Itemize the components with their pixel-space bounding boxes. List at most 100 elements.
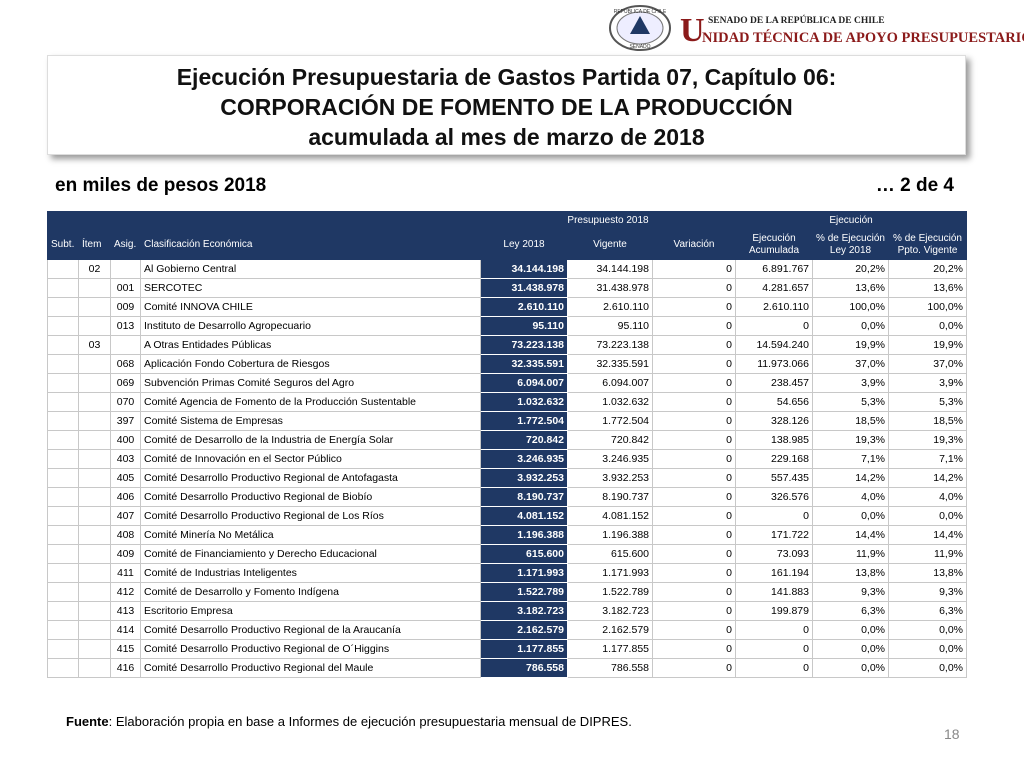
cell: 95.110 <box>567 316 653 336</box>
cell: 73.223.138 <box>567 335 653 355</box>
table-row: 407 Comité Desarrollo Productivo Regional… <box>47 506 968 526</box>
cell: Aplicación Fondo Cobertura de Riesgos <box>140 354 481 374</box>
cell: 1.032.632 <box>567 392 653 412</box>
header-cell <box>47 211 481 231</box>
cell <box>47 468 79 488</box>
cell: 412 <box>110 582 141 602</box>
cell: 0 <box>652 563 736 583</box>
cell: 411 <box>110 563 141 583</box>
source-text: : Elaboración propia en base a Informes … <box>108 714 632 729</box>
cell: 0,0% <box>812 658 889 678</box>
cell <box>47 525 79 545</box>
cell: 2.610.110 <box>480 297 568 317</box>
cell: 2.610.110 <box>735 297 813 317</box>
cell <box>47 620 79 640</box>
cell: 100,0% <box>887 297 968 317</box>
table-row: 414 Comité Desarrollo Productivo Regional… <box>47 620 968 640</box>
cell: 13,6% <box>812 278 889 298</box>
cell <box>78 506 111 526</box>
cell: 199.879 <box>735 601 813 621</box>
cell: Comité Minería No Metálica <box>140 525 481 545</box>
cell: 0 <box>652 259 736 279</box>
cell <box>78 468 111 488</box>
cell <box>78 316 111 336</box>
column-header: Vigente <box>567 230 653 260</box>
cell: 3,9% <box>812 373 889 393</box>
cell: 6,3% <box>812 601 889 621</box>
table-row: 397 Comité Sistema de Empresas 1.772.504 1.… <box>47 411 968 431</box>
cell: 0 <box>652 297 736 317</box>
header-row: Presupuesto 2018 Ejecución <box>47 211 968 231</box>
table-row: 403 Comité de Innovación en el Sector Púb… <box>47 449 968 469</box>
cell: 0 <box>652 620 736 640</box>
cell: 3.246.935 <box>567 449 653 469</box>
cell: 31.438.978 <box>480 278 568 298</box>
cell: Comité de Industrias Inteligentes <box>140 563 481 583</box>
cell: Comité Agencia de Fomento de la Producci… <box>140 392 481 412</box>
cell: 6.094.007 <box>567 373 653 393</box>
cell: 405 <box>110 468 141 488</box>
table-row: 02 Al Gobierno Central 34.144.198 34.144.19… <box>47 259 968 279</box>
cell <box>47 392 79 412</box>
cell: 171.722 <box>735 525 813 545</box>
cell: 19,3% <box>887 430 968 450</box>
cell: 19,9% <box>812 335 889 355</box>
cell: 32.335.591 <box>480 354 568 374</box>
cell: Comité Desarrollo Productivo Regional de… <box>140 639 481 659</box>
column-header: Asig. <box>110 230 141 260</box>
cell: 161.194 <box>735 563 813 583</box>
cell: 14.594.240 <box>735 335 813 355</box>
cell <box>78 373 111 393</box>
cell: 415 <box>110 639 141 659</box>
cell: 1.032.632 <box>480 392 568 412</box>
cell: 238.457 <box>735 373 813 393</box>
cell: 14,2% <box>887 468 968 488</box>
cell <box>78 354 111 374</box>
cell: Subvención Primas Comité Seguros del Agr… <box>140 373 481 393</box>
cell: 95.110 <box>480 316 568 336</box>
cell: SERCOTEC <box>140 278 481 298</box>
cell: 8.190.737 <box>567 487 653 507</box>
cell: 13,8% <box>812 563 889 583</box>
cell <box>47 601 79 621</box>
cell: 3.932.253 <box>567 468 653 488</box>
page-of: … 2 de 4 <box>875 175 954 196</box>
title-line: acumulada al mes de marzo de 2018 <box>308 124 705 150</box>
cell: 0 <box>735 639 813 659</box>
cell: 0 <box>652 430 736 450</box>
source-label: Fuente <box>66 714 109 729</box>
cell <box>47 297 79 317</box>
cell: 0,0% <box>887 639 968 659</box>
cell <box>110 335 141 355</box>
table-row: 03 A Otras Entidades Públicas 73.223.138 73… <box>47 335 968 355</box>
cell: 1.177.855 <box>480 639 568 659</box>
cell: 19,9% <box>887 335 968 355</box>
cell: 6,3% <box>887 601 968 621</box>
cell: 11,9% <box>887 544 968 564</box>
cell: 720.842 <box>480 430 568 450</box>
cell: 19,3% <box>812 430 889 450</box>
column-header: Ley 2018 <box>480 230 568 260</box>
column-header: % de Ejecución Ley 2018 <box>812 230 889 260</box>
cell: 14,4% <box>812 525 889 545</box>
table-row: 415 Comité Desarrollo Productivo Regional… <box>47 639 968 659</box>
cell: 1.772.504 <box>567 411 653 431</box>
table-row: 009 Comité INNOVA CHILE 2.610.110 2.610.110… <box>47 297 968 317</box>
cell: 6.891.767 <box>735 259 813 279</box>
table-row: 070 Comité Agencia de Fomento de la Produ… <box>47 392 968 412</box>
cell: 397 <box>110 411 141 431</box>
cell: 0 <box>652 544 736 564</box>
cell: 3.182.723 <box>567 601 653 621</box>
cell: 11.973.066 <box>735 354 813 374</box>
header-row: Subt. Ítem Asig. Clasificación Económica Ley… <box>47 230 968 260</box>
cell <box>47 658 79 678</box>
cell: Al Gobierno Central <box>140 259 481 279</box>
cell <box>47 506 79 526</box>
cell: 14,4% <box>887 525 968 545</box>
cell: 3.932.253 <box>480 468 568 488</box>
cell: 4.081.152 <box>567 506 653 526</box>
cell: 069 <box>110 373 141 393</box>
cell: 0 <box>652 449 736 469</box>
group-header: Presupuesto 2018 <box>480 211 736 231</box>
table-row: 406 Comité Desarrollo Productivo Regional… <box>47 487 968 507</box>
